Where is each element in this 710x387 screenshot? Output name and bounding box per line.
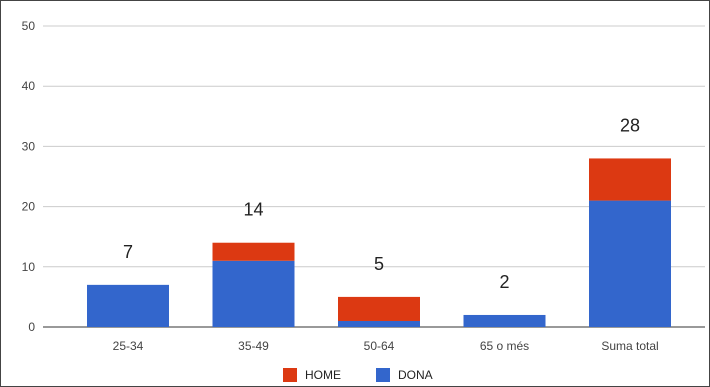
x-tick-label: 65 o més <box>480 339 529 353</box>
legend-swatch-home <box>283 368 297 382</box>
total-label: 2 <box>499 272 509 292</box>
legend-swatch-dona <box>376 368 390 382</box>
y-tick-label: 40 <box>22 79 36 93</box>
bar-dona-3 <box>463 314 546 327</box>
bar-home-4 <box>589 158 671 201</box>
total-label: 14 <box>243 200 263 220</box>
y-tick-label: 0 <box>28 320 35 334</box>
total-label: 7 <box>123 242 133 262</box>
legend-label-home: HOME <box>305 368 341 382</box>
bar-dona-0 <box>87 284 169 327</box>
legend-label-dona: DONA <box>398 368 433 382</box>
bar-home-1 <box>212 242 295 261</box>
bar-dona-4 <box>589 200 671 327</box>
y-tick-label: 20 <box>22 200 36 214</box>
total-label: 28 <box>620 115 640 135</box>
bar-dona-2 <box>338 320 420 327</box>
y-tick-label: 30 <box>22 139 36 153</box>
total-label: 5 <box>374 254 384 274</box>
y-tick-label: 50 <box>22 19 36 33</box>
x-tick-label: 35-49 <box>238 339 269 353</box>
bar-dona-1 <box>212 260 295 327</box>
x-tick-label: 25-34 <box>113 339 144 353</box>
x-tick-label: 50-64 <box>364 339 395 353</box>
y-tick-label: 10 <box>22 260 36 274</box>
bar-home-2 <box>338 296 420 321</box>
x-tick-label: Suma total <box>601 339 658 353</box>
